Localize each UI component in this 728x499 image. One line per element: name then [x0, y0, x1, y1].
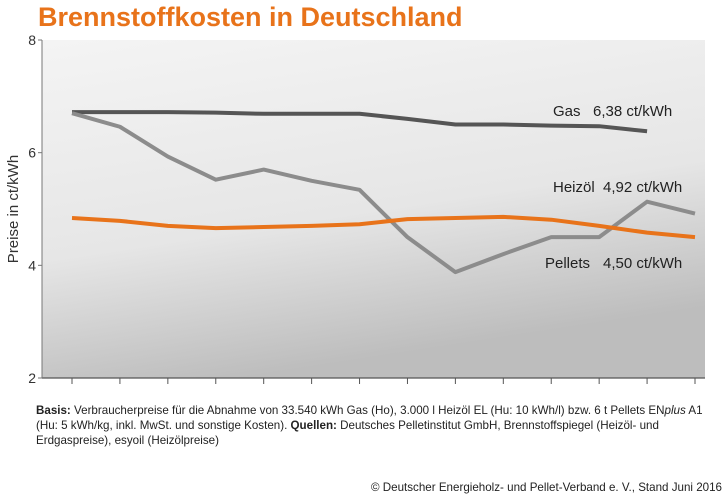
- notes: Basis: Verbraucherpreise für die Abnahme…: [36, 403, 726, 448]
- basis-text: A1 (Hu: 5 kWh/kg, inkl. MwSt. und sonsti…: [36, 404, 703, 432]
- copyright: © Deutscher Energieholz- und Pellet-Verb…: [371, 481, 722, 494]
- series-line: [72, 110, 648, 134]
- y-axis-label: Preise in ct/kWh: [5, 155, 22, 263]
- y-tick-label: 4: [28, 257, 36, 273]
- basis-italic: plus: [664, 404, 686, 417]
- series-end-label: 4,50 ct/kWh: [603, 255, 682, 272]
- basis-label: Basis:: [36, 404, 71, 417]
- series-name: Gas: [553, 103, 581, 120]
- sources-label: Quellen:: [290, 419, 337, 432]
- chart: Brennstoffkosten in Deutschland Preise i…: [5, 2, 726, 418]
- basis-text: Verbraucherpreise für die Abnahme von 33…: [70, 404, 665, 417]
- series-end-label: 6,38 ct/kWh: [593, 103, 672, 120]
- series-name: Heizöl: [553, 179, 595, 196]
- y-tick-label: 6: [28, 145, 36, 161]
- chart-title: Brennstoffkosten in Deutschland: [38, 2, 463, 32]
- y-tick-label: 2: [28, 370, 36, 386]
- sources-text: Deutsches Pelletinstitut GmbH, Brennstof…: [36, 419, 659, 447]
- series-line: [71, 214, 696, 240]
- plot-background: [42, 40, 705, 378]
- series-name: Pellets: [545, 255, 590, 272]
- y-tick-label: 8: [28, 32, 36, 48]
- series-end-label: 4,92 ct/kWh: [603, 179, 682, 196]
- series-line: [71, 111, 696, 275]
